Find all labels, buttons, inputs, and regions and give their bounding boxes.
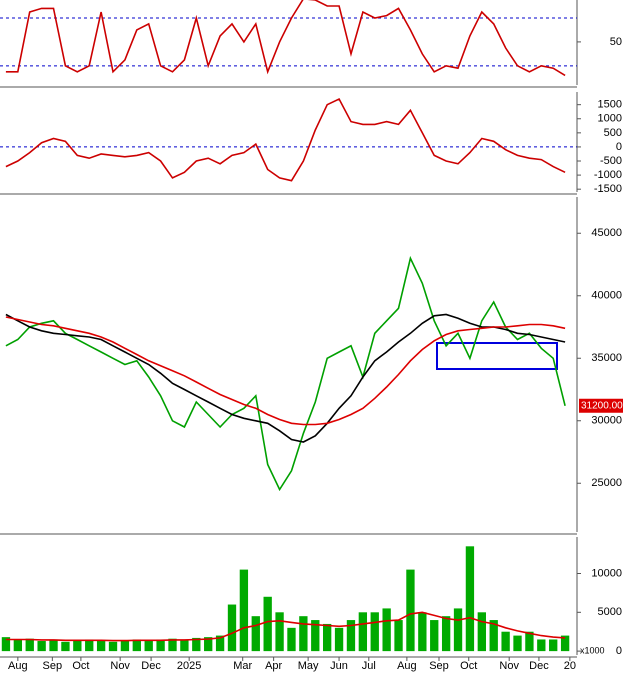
x-tick-label: 2025 [177, 660, 201, 672]
x-tick-label: Mar [233, 660, 252, 672]
last-value-label: 31200.00 [581, 400, 623, 411]
volume-bar [418, 612, 427, 652]
volume-bar [25, 638, 34, 652]
volume-bar [37, 641, 46, 652]
volume-bar [370, 612, 379, 652]
x-tick-label: Oct [72, 660, 89, 672]
y-tick-label: 40000 [591, 290, 622, 302]
volume-bar [441, 616, 451, 652]
volume-bar [501, 631, 510, 652]
volume-bar [239, 569, 249, 652]
x-tick-label: Dec [141, 660, 161, 672]
volume-bar [120, 640, 130, 652]
series-line [5, 97, 566, 182]
volume-bar [204, 637, 213, 652]
series-line [5, 313, 566, 443]
y-tick-label: 5000 [598, 606, 622, 618]
volume-bar [168, 638, 177, 652]
y-tick-label: 35000 [591, 352, 622, 364]
volume-bar [13, 639, 23, 652]
x-tick-label: Aug [8, 660, 28, 672]
volume-bar [311, 620, 320, 652]
volume-bar [513, 635, 522, 652]
volume-bar [394, 620, 403, 652]
y-tick-label: 25000 [591, 477, 622, 489]
y-tick-label: -500 [600, 155, 622, 167]
series-line [5, 0, 566, 77]
volume-bar [358, 612, 368, 652]
volume-bar [560, 635, 570, 652]
volume-bar [382, 608, 391, 652]
y-tick-label: 50 [610, 36, 622, 48]
volume-bar [144, 641, 153, 652]
volume-bar [85, 639, 94, 652]
x-tick-label: Jul [362, 660, 376, 672]
volume-bar [430, 620, 439, 652]
volume-bar [525, 631, 534, 652]
unit-label: x1000 [580, 645, 605, 655]
x-tick-label: 20 [564, 660, 576, 672]
x-tick-label: Jun [330, 660, 348, 672]
volume-bar [251, 616, 260, 652]
series-line [5, 316, 566, 426]
volume-bar [323, 623, 332, 652]
volume-bar [156, 639, 165, 652]
volume-bar [299, 616, 308, 652]
x-tick-label: Nov [110, 660, 130, 672]
series-line [5, 611, 566, 642]
x-tick-label: Sep [429, 660, 449, 672]
x-tick-label: Oct [460, 660, 477, 672]
volume-bar [465, 546, 475, 652]
volume-bar [406, 569, 415, 652]
volume-bar [49, 639, 58, 652]
volume-bar [287, 627, 296, 652]
x-tick-label: Dec [529, 660, 549, 672]
y-tick-label: 30000 [591, 415, 622, 427]
volume-bar [227, 604, 237, 652]
y-tick-label: 1000 [598, 113, 622, 125]
y-tick-label: 0 [616, 141, 622, 153]
volume-bar [61, 641, 70, 652]
highlight-box [436, 342, 558, 370]
x-tick-label: May [298, 660, 319, 672]
y-tick-label: 0 [616, 645, 622, 657]
y-tick-label: 1500 [598, 99, 622, 111]
x-tick-label: Sep [43, 660, 63, 672]
volume-bar [192, 637, 201, 652]
volume-bar [275, 612, 284, 652]
volume-bar [489, 620, 498, 652]
volume-bar [537, 639, 546, 652]
y-tick-label: 10000 [591, 567, 622, 579]
volume-bar [477, 612, 486, 652]
volume-bar [346, 620, 356, 652]
y-tick-label: 500 [604, 127, 622, 139]
y-tick-label: -1000 [594, 169, 622, 181]
volume-bar [453, 608, 463, 652]
x-tick-label: Apr [265, 660, 282, 672]
volume-bar [132, 639, 141, 652]
y-tick-label: -1500 [594, 183, 622, 195]
volume-bar [96, 641, 106, 652]
volume-bar [549, 639, 558, 652]
series-line [5, 255, 566, 492]
x-tick-label: Nov [499, 660, 519, 672]
volume-bar [180, 640, 189, 652]
volume-bar [108, 641, 118, 652]
volume-bar [263, 596, 272, 652]
volume-bar [1, 637, 11, 652]
volume-bar [73, 640, 82, 652]
volume-bar [215, 635, 225, 652]
last-value-box [579, 398, 623, 413]
x-tick-label: Aug [397, 660, 417, 672]
volume-bar [334, 627, 344, 652]
y-tick-label: 45000 [591, 227, 622, 239]
